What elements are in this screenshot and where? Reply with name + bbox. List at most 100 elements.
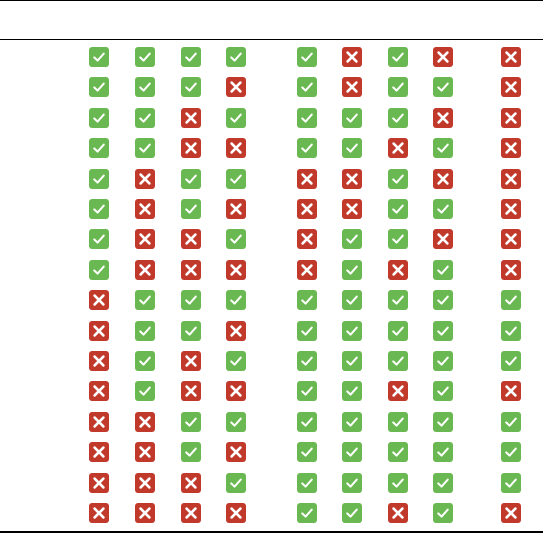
- check-icon: [342, 321, 362, 341]
- check-icon: [342, 412, 362, 432]
- cross-icon: [181, 473, 201, 493]
- check-icon: [342, 503, 362, 523]
- check-icon: [181, 290, 201, 310]
- check-icon: [388, 412, 408, 432]
- check-icon: [135, 47, 155, 67]
- check-icon: [135, 290, 155, 310]
- check-icon: [342, 108, 362, 128]
- cross-icon: [501, 260, 521, 280]
- check-icon: [433, 473, 453, 493]
- check-icon: [388, 442, 408, 462]
- cross-icon: [181, 351, 201, 371]
- check-icon: [501, 442, 521, 462]
- cross-icon: [135, 473, 155, 493]
- check-icon: [226, 351, 246, 371]
- check-icon: [297, 503, 317, 523]
- cross-icon: [501, 229, 521, 249]
- check-icon: [181, 77, 201, 97]
- check-icon: [297, 442, 317, 462]
- check-icon: [342, 260, 362, 280]
- cross-icon: [388, 260, 408, 280]
- check-icon: [297, 381, 317, 401]
- check-icon: [297, 473, 317, 493]
- cross-icon: [297, 199, 317, 219]
- check-icon: [388, 229, 408, 249]
- cross-icon: [181, 138, 201, 158]
- cross-icon: [89, 442, 109, 462]
- header-rule: [0, 39, 543, 40]
- top-rule: [0, 0, 543, 1]
- check-icon: [433, 260, 453, 280]
- check-icon: [501, 473, 521, 493]
- cross-icon: [135, 503, 155, 523]
- cross-icon: [89, 381, 109, 401]
- cross-icon: [226, 138, 246, 158]
- cross-icon: [135, 229, 155, 249]
- cross-icon: [89, 351, 109, 371]
- check-icon: [181, 442, 201, 462]
- check-icon: [135, 138, 155, 158]
- cross-icon: [226, 503, 246, 523]
- cross-icon: [226, 260, 246, 280]
- cross-icon: [297, 169, 317, 189]
- cross-icon: [181, 229, 201, 249]
- check-icon: [135, 351, 155, 371]
- check-icon: [342, 138, 362, 158]
- cross-icon: [89, 503, 109, 523]
- check-icon: [501, 412, 521, 432]
- check-icon: [297, 321, 317, 341]
- cross-icon: [501, 77, 521, 97]
- cross-icon: [433, 169, 453, 189]
- cross-icon: [433, 108, 453, 128]
- check-icon: [89, 260, 109, 280]
- cross-icon: [433, 47, 453, 67]
- cross-icon: [388, 503, 408, 523]
- cross-icon: [501, 381, 521, 401]
- check-icon: [297, 290, 317, 310]
- check-icon: [226, 290, 246, 310]
- cross-icon: [342, 199, 362, 219]
- check-icon: [342, 351, 362, 371]
- cross-icon: [297, 229, 317, 249]
- cross-icon: [501, 503, 521, 523]
- cross-icon: [89, 473, 109, 493]
- check-icon: [342, 381, 362, 401]
- cross-icon: [297, 260, 317, 280]
- check-icon: [433, 199, 453, 219]
- cross-icon: [181, 503, 201, 523]
- check-icon: [388, 47, 408, 67]
- cross-icon: [388, 381, 408, 401]
- check-icon: [342, 442, 362, 462]
- cross-icon: [135, 199, 155, 219]
- check-icon: [388, 77, 408, 97]
- check-icon: [297, 412, 317, 432]
- check-icon: [433, 412, 453, 432]
- check-icon: [388, 108, 408, 128]
- cross-icon: [342, 47, 362, 67]
- cross-icon: [226, 442, 246, 462]
- check-icon: [388, 199, 408, 219]
- check-icon: [135, 77, 155, 97]
- check-icon: [297, 77, 317, 97]
- check-icon: [501, 290, 521, 310]
- check-icon: [226, 412, 246, 432]
- check-icon: [135, 108, 155, 128]
- check-icon: [297, 351, 317, 371]
- cross-icon: [89, 412, 109, 432]
- check-icon: [181, 412, 201, 432]
- check-icon: [181, 47, 201, 67]
- cross-icon: [501, 47, 521, 67]
- cross-icon: [135, 442, 155, 462]
- check-icon: [89, 47, 109, 67]
- check-icon: [226, 169, 246, 189]
- check-icon: [297, 108, 317, 128]
- check-icon: [135, 321, 155, 341]
- check-icon: [226, 473, 246, 493]
- check-icon: [501, 321, 521, 341]
- check-icon: [388, 290, 408, 310]
- check-icon: [342, 290, 362, 310]
- check-icon: [433, 351, 453, 371]
- bottom-rule: [0, 531, 543, 533]
